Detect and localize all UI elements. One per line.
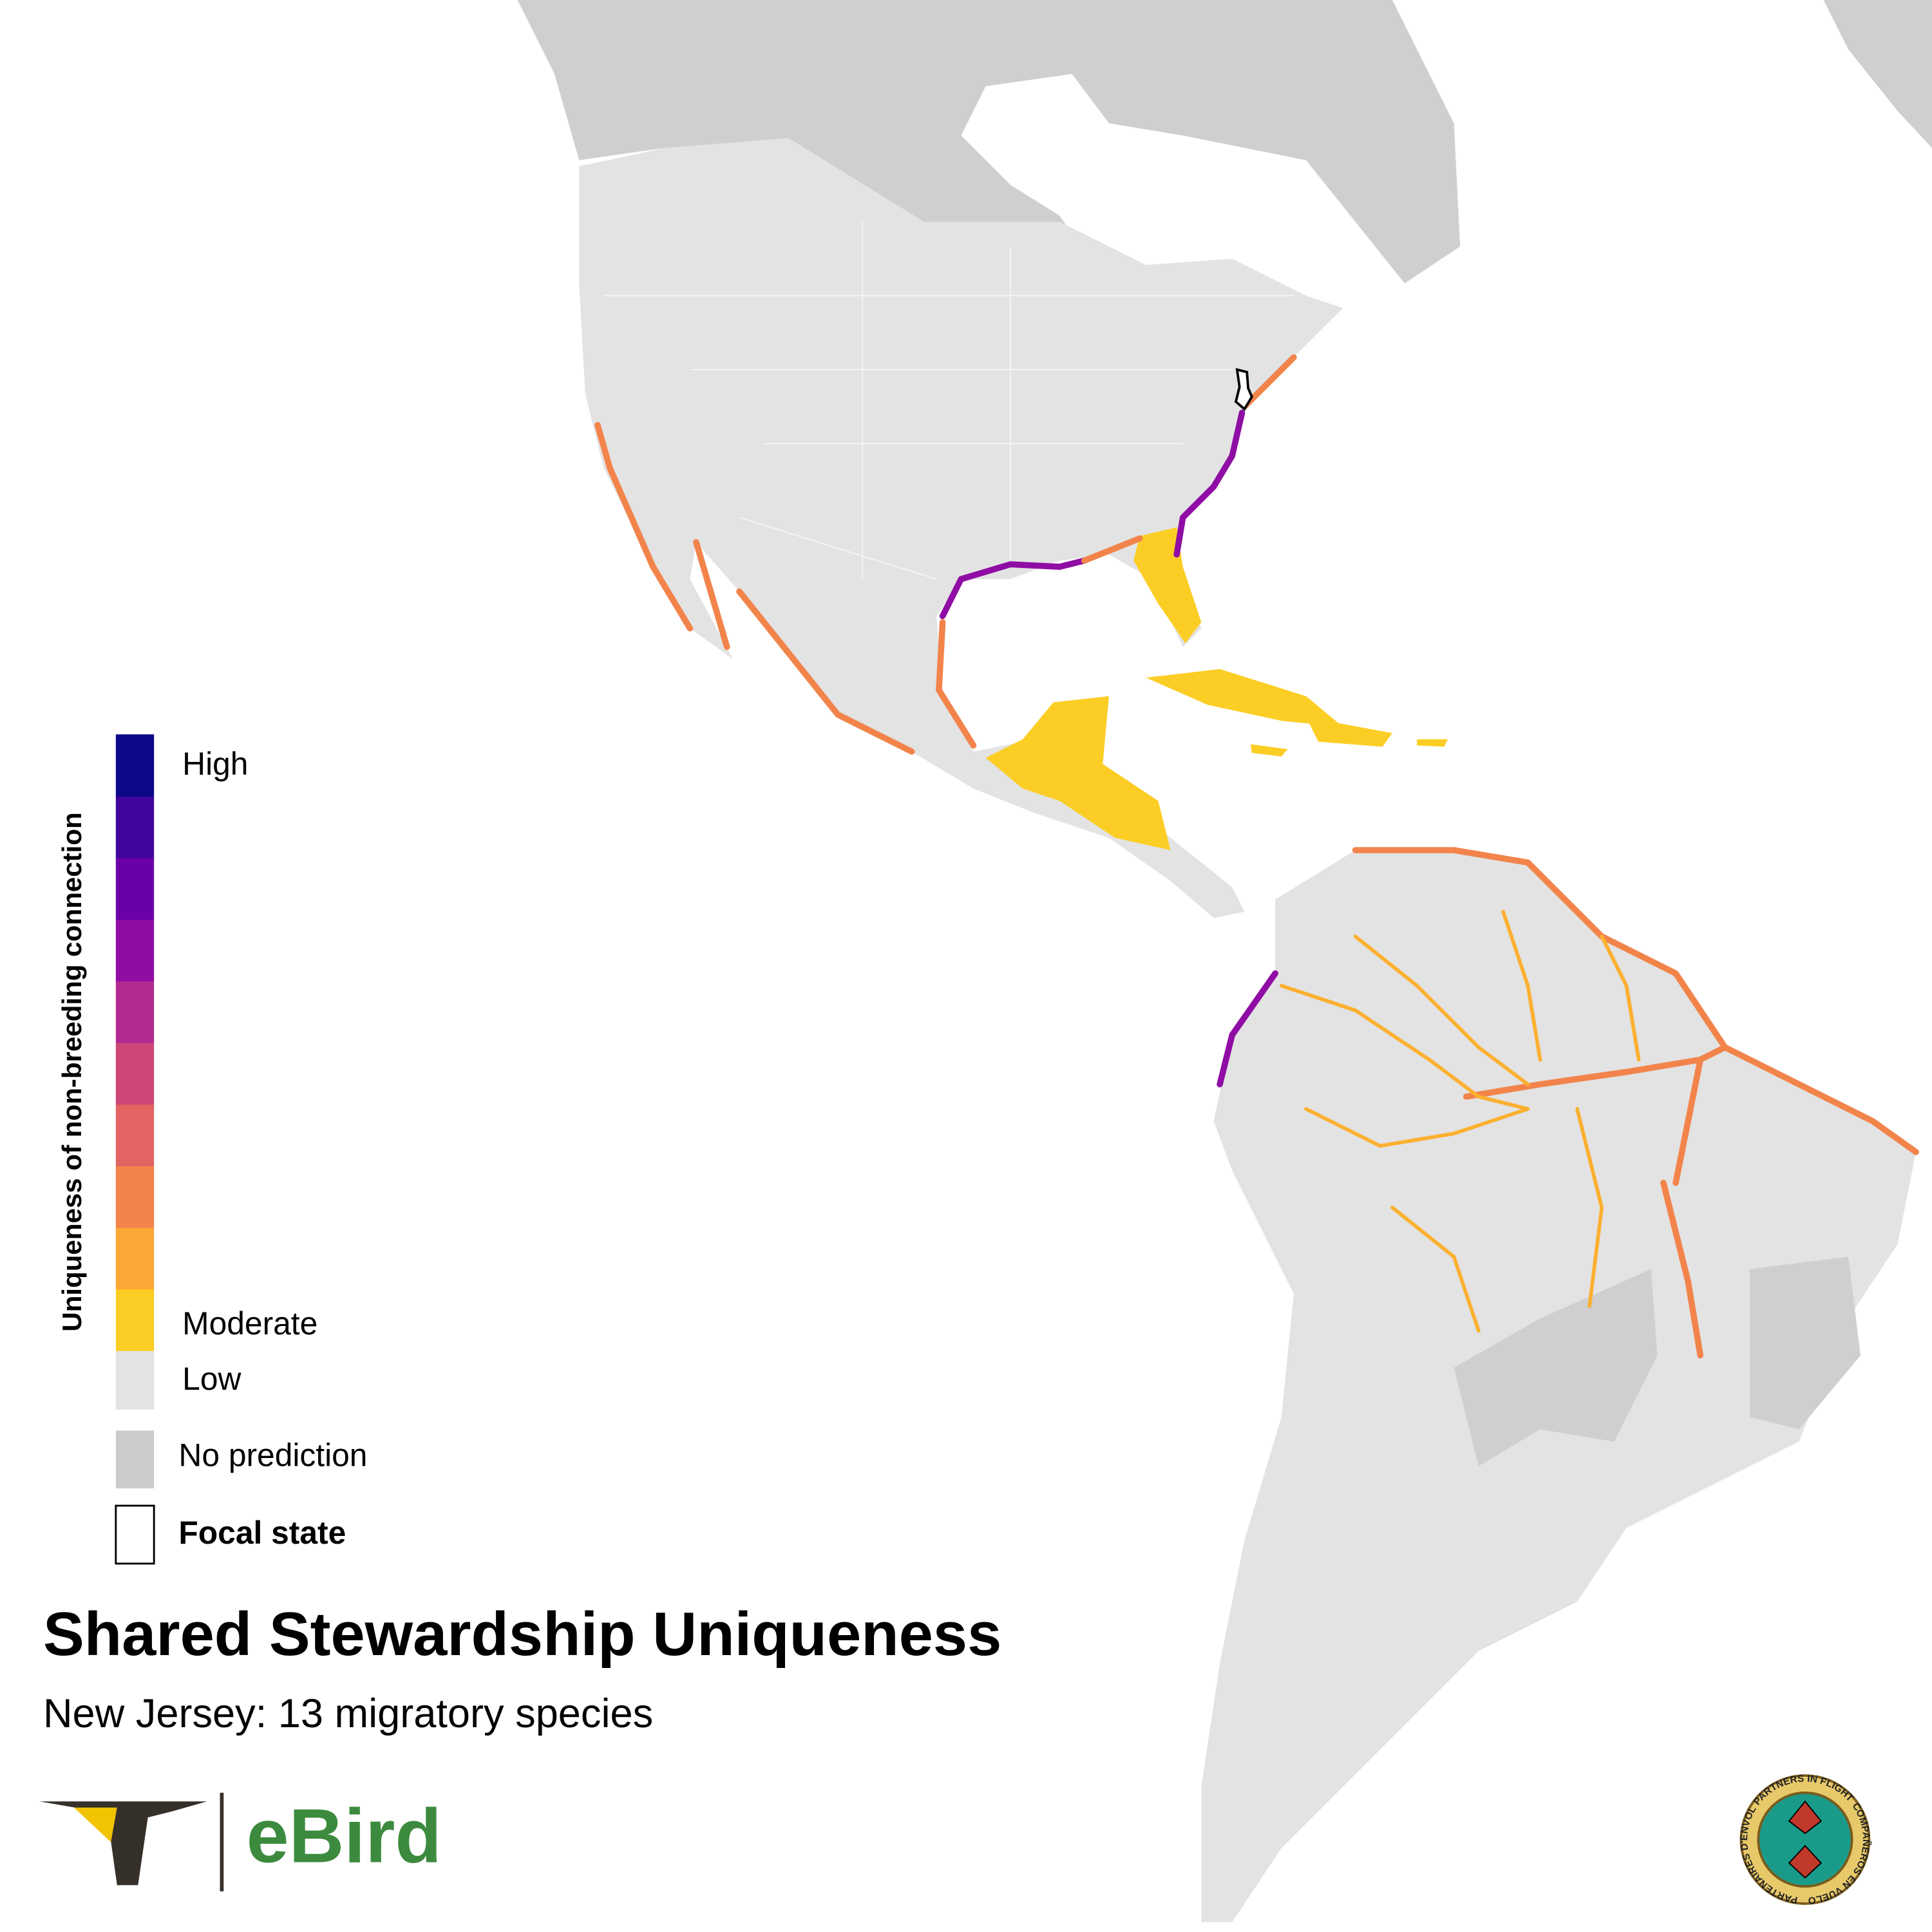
legend-color-bin bbox=[115, 1104, 155, 1166]
legend-color-bin bbox=[115, 734, 155, 797]
legend-color-bin bbox=[115, 1227, 155, 1290]
legend-high-label: High bbox=[182, 746, 248, 782]
seal-center bbox=[1757, 1791, 1853, 1888]
legend-color-bin bbox=[115, 1165, 155, 1228]
florida bbox=[1133, 527, 1202, 643]
legend-low-label: Low bbox=[182, 1361, 242, 1397]
subtitle: New Jersey: 13 migratory species bbox=[43, 1691, 653, 1736]
legend: Uniqueness of non-breeding connection Hi… bbox=[57, 734, 367, 1565]
ebird-bird-mark bbox=[39, 1801, 207, 1886]
legend-color-bin bbox=[115, 919, 155, 981]
north-america bbox=[579, 138, 1343, 918]
cuba bbox=[1146, 668, 1343, 727]
hispaniola bbox=[1306, 717, 1392, 747]
pacific-sa-strip bbox=[1217, 970, 1279, 1088]
legend-focal-state-swatch bbox=[115, 1504, 155, 1565]
seal-birds bbox=[1788, 1800, 1823, 1879]
pif-seal: PARTNERS IN FLIGHT COMPAÑEROS EN VUELO P… bbox=[1739, 1773, 1872, 1906]
legend-no-prediction-swatch bbox=[115, 1430, 155, 1489]
ebird-logo: eBird bbox=[39, 1792, 442, 1891]
northern-north-america bbox=[517, 0, 1461, 284]
state-borders bbox=[603, 222, 1294, 580]
pacific-coast-strip bbox=[594, 354, 1297, 755]
greenland bbox=[1823, 0, 1932, 148]
jamaica bbox=[1250, 744, 1288, 757]
legend-color-bin bbox=[115, 795, 155, 858]
legend-color-bin bbox=[115, 857, 155, 920]
no-prediction-east-brazil bbox=[1749, 1256, 1861, 1430]
gulf-coast-strip bbox=[939, 557, 1088, 620]
legend-color-bin bbox=[115, 1289, 155, 1351]
north-coast-strip bbox=[1352, 847, 1919, 1155]
legend-low-swatch bbox=[115, 1350, 155, 1410]
ebird-wordmark: eBird bbox=[247, 1794, 442, 1879]
legend-moderate-label: Moderate bbox=[182, 1305, 317, 1341]
yucatan-central-america bbox=[985, 696, 1171, 851]
legend-color-bin bbox=[115, 980, 155, 1043]
amazon-main-strip bbox=[1463, 1044, 1728, 1359]
puerto-rico bbox=[1417, 739, 1448, 747]
legend-no-prediction-label: No prediction bbox=[178, 1437, 367, 1473]
gulf-coast-strip-2 bbox=[936, 535, 1143, 749]
east-coast-strip bbox=[1173, 410, 1245, 558]
no-prediction-central-brazil bbox=[1454, 1269, 1658, 1466]
ebird-beak bbox=[73, 1807, 117, 1842]
title: Shared Stewardship Uniqueness bbox=[43, 1600, 1001, 1669]
legend-focal-state-label: Focal state bbox=[178, 1515, 346, 1551]
legend-title: Uniqueness of non-breeding connection bbox=[57, 812, 87, 1332]
legend-color-bin bbox=[115, 1042, 155, 1105]
river-strips bbox=[1279, 909, 1641, 1333]
focal-state-new-jersey bbox=[1234, 368, 1254, 412]
